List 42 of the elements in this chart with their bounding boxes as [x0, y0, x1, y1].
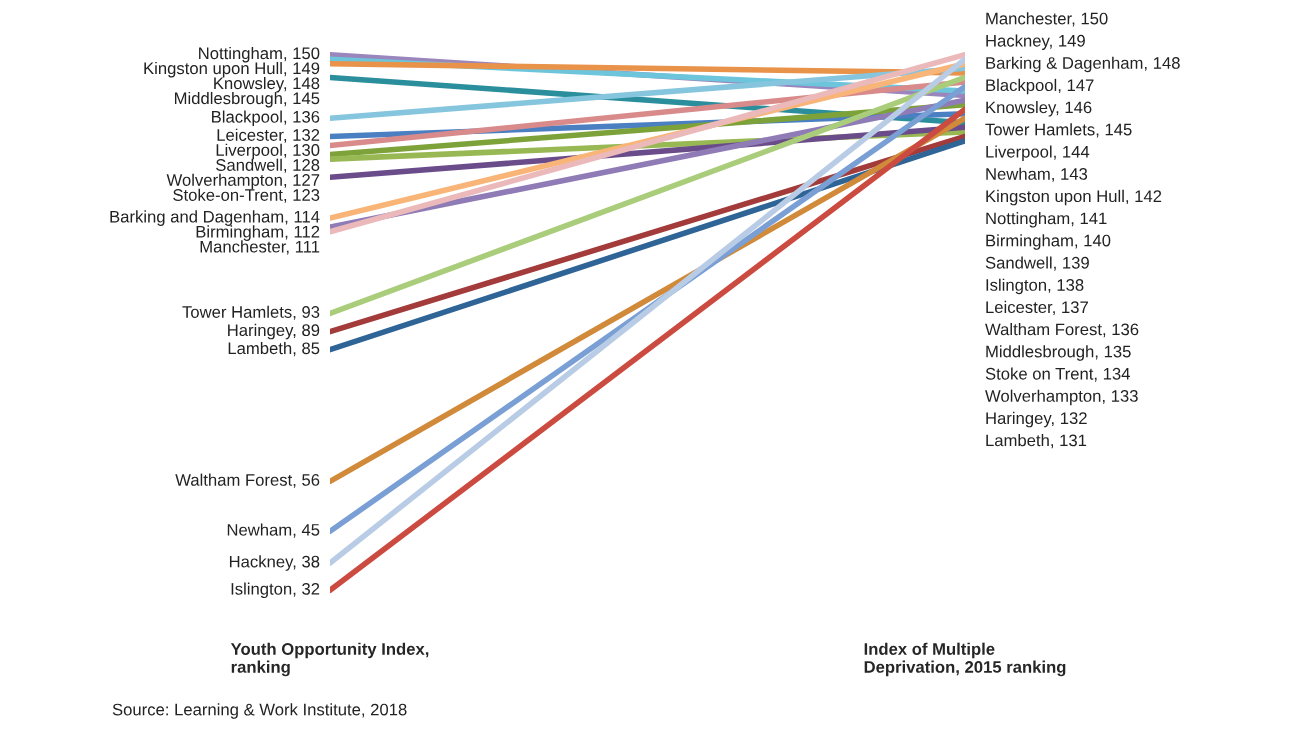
data-label: Haringey, 89 [228, 323, 320, 340]
annotation: Liverpool, 144 [986, 145, 1090, 161]
data-label: Knowsley, 148 [214, 76, 320, 93]
annotation: Blackpool, 147 [986, 78, 1094, 95]
data-label: Manchester, 111 [200, 240, 320, 255]
data-label: Middlesbrough, 145 [174, 91, 320, 108]
data-label: Sandwell, 128 [216, 158, 320, 173]
data-label: Newham, 45 [227, 523, 320, 538]
annotation: Islington, 138 [986, 278, 1084, 295]
annotation: Kingston upon Hull, 142 [986, 189, 1162, 206]
annotation: Middlesbrough, 135 [986, 345, 1131, 361]
annotation: Sandwell, 139 [985, 256, 1089, 271]
data-label: Wolverhampton, 127 [166, 173, 320, 190]
annotation: Birmingham, 140 [986, 234, 1111, 250]
annotation: Haringey, 132 [986, 411, 1087, 428]
x-tick-label: Youth Opportunity Index, ranking [230, 642, 429, 677]
data-label: Hackney, 38 [229, 555, 320, 571]
annotation: Lambeth, 131 [986, 434, 1087, 449]
annotation: Waltham Forest, 136 [985, 323, 1139, 338]
annotation: Stoke on Trent, 134 [985, 367, 1130, 382]
annotation: Knowsley, 146 [986, 101, 1092, 117]
data-label: Islington, 32 [231, 582, 320, 599]
annotation: Tower Hamlets, 145 [985, 123, 1132, 138]
annotation: Leicester, 137 [986, 300, 1088, 316]
data-label: Stoke-on-Trent, 123 [173, 188, 320, 203]
data-label: Liverpool, 130 [216, 143, 320, 160]
annotation: Nottingham, 141 [986, 212, 1107, 228]
data-label: Leicester, 132 [217, 128, 320, 143]
data-label: Waltham Forest, 56 [175, 473, 320, 488]
data-label: Nottingham, 150 [199, 46, 320, 63]
data-label: Tower Hamlets, 93 [182, 305, 320, 320]
annotation: Newham, 143 [986, 167, 1088, 182]
text: Manchester, 150 [986, 12, 1108, 27]
annotation: Barking & Dagenham, 148 [986, 56, 1180, 73]
data-label: Blackpool, 136 [212, 110, 320, 127]
source-note: Source: Learning & Work Institute, 2018 [112, 703, 407, 719]
data-label: Birmingham, 112 [196, 225, 320, 241]
data-label: Lambeth, 85 [228, 341, 320, 357]
data-label: Barking and Dagenham, 114 [110, 210, 320, 226]
x-tick-label: Index of Multiple Deprivation, 2015 ranking [864, 642, 1066, 677]
annotation: Wolverhampton, 133 [985, 389, 1138, 406]
text: Hackney, 149 [986, 34, 1085, 50]
